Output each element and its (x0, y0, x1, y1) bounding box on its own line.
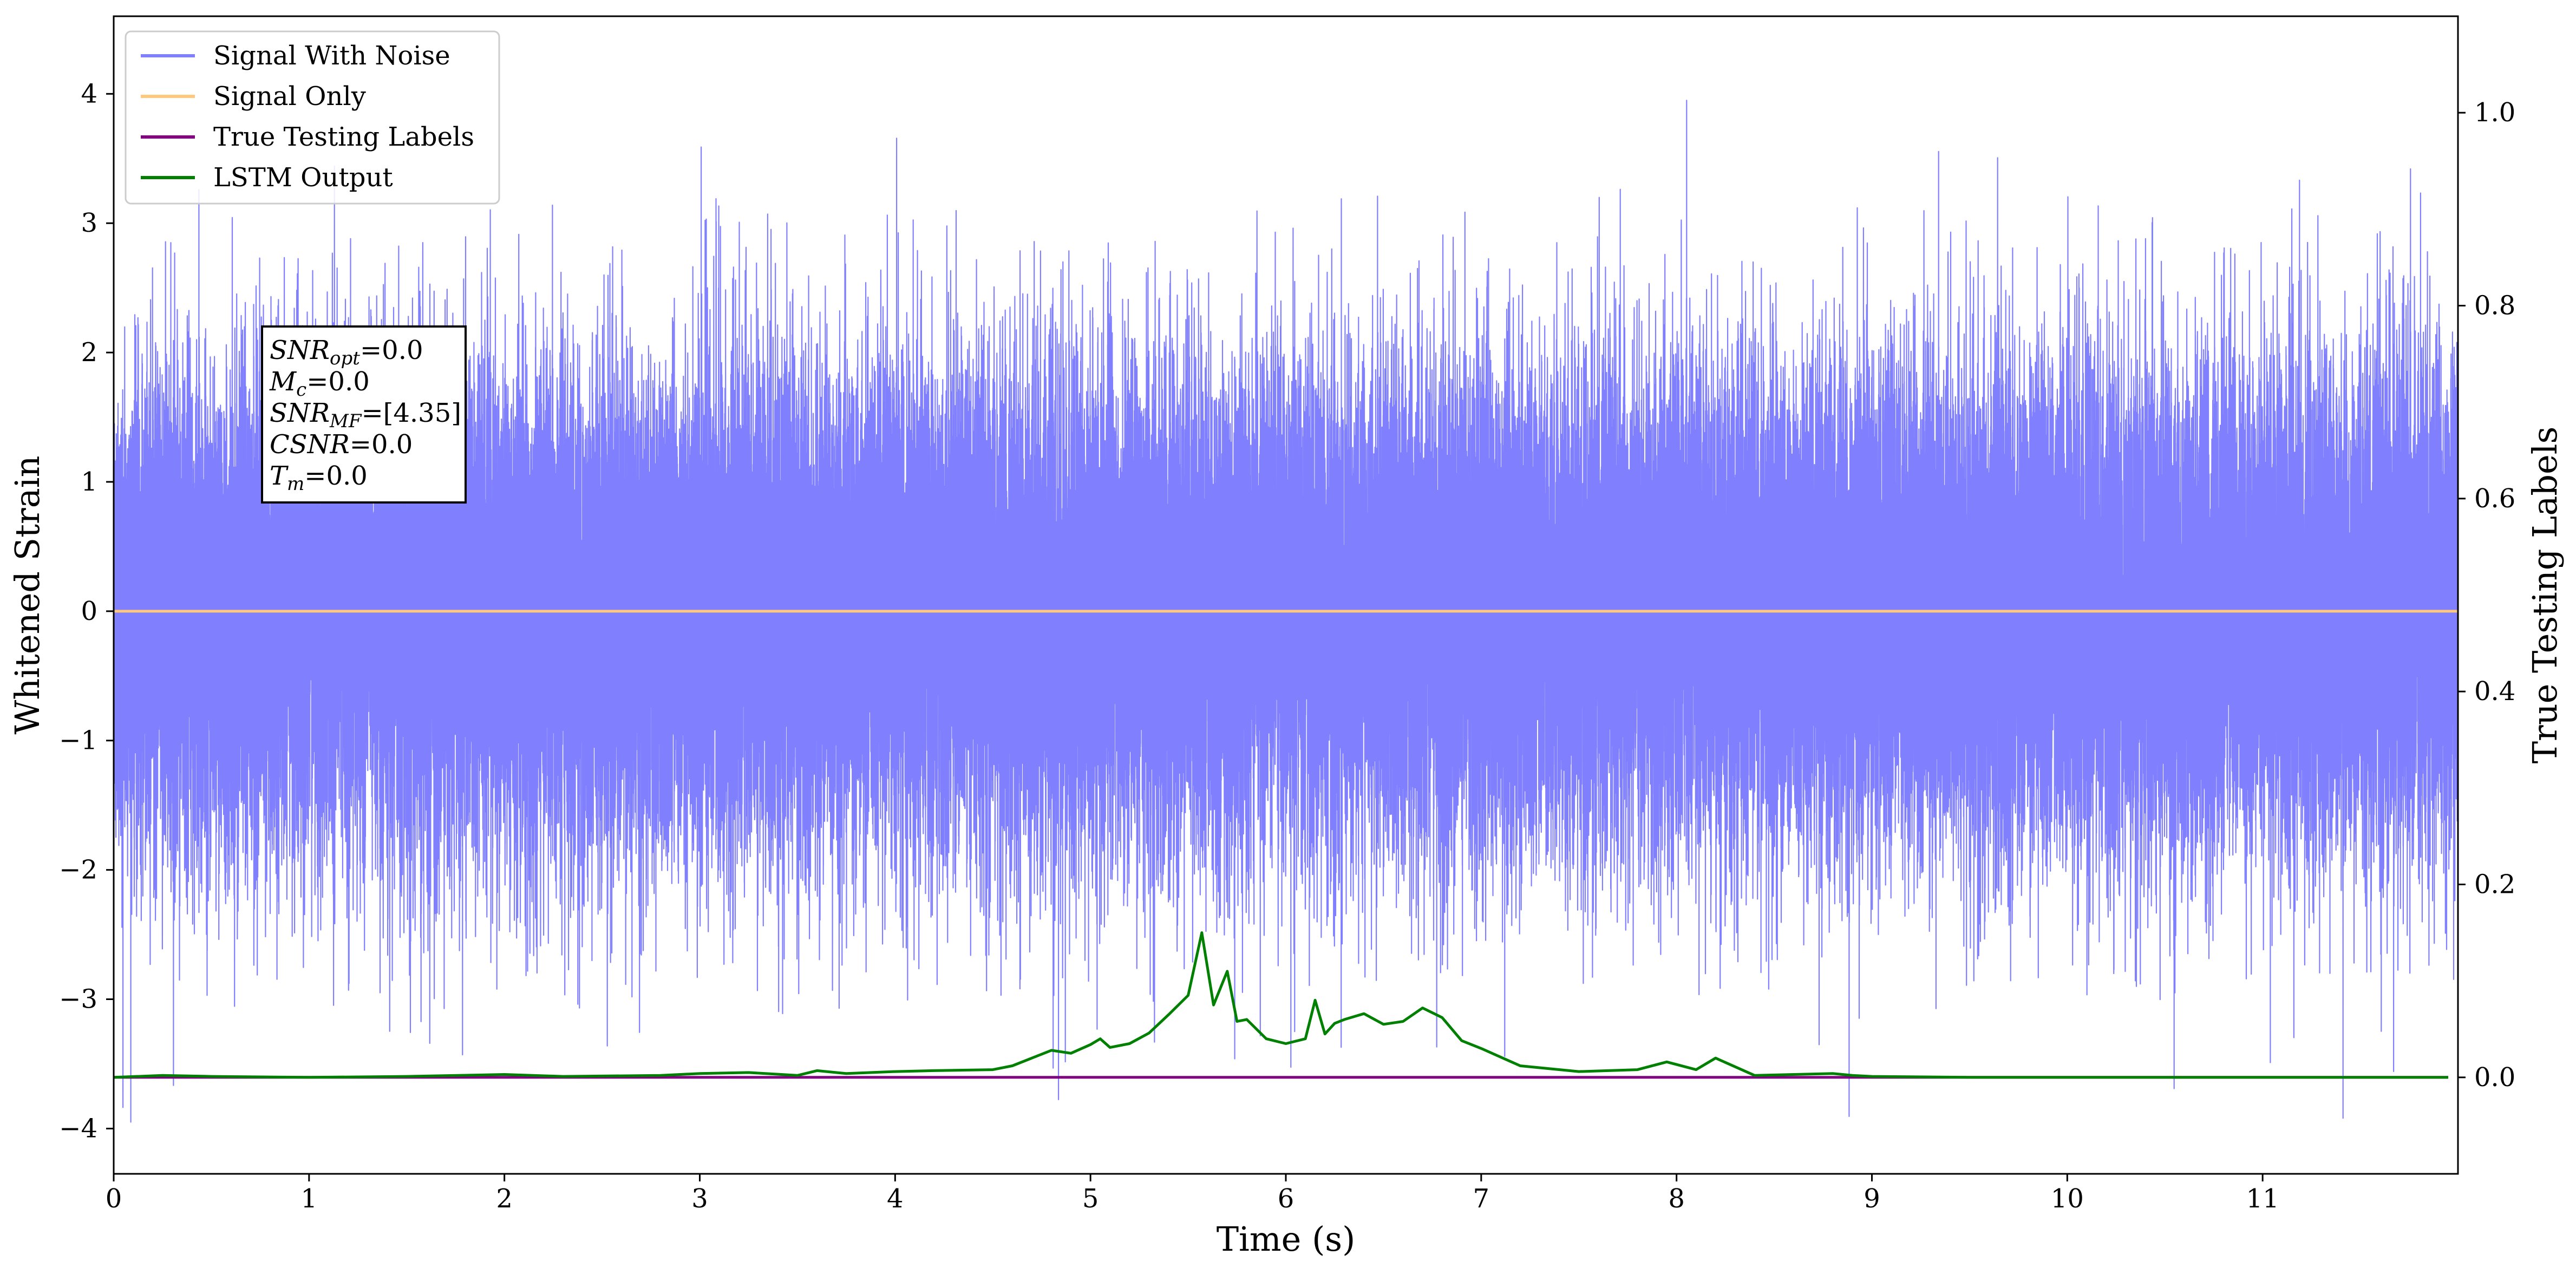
annotation-symbol: SNR (270, 398, 330, 428)
annotation-value: =0.0 (350, 429, 413, 460)
annotation-subscript: c (296, 379, 306, 401)
y-tick-label: 4 (81, 79, 97, 109)
series-line-lstm-output (114, 931, 2448, 1079)
annotation-subscript: MF (329, 410, 362, 432)
legend: Signal With Noise Signal Only True Testing… (125, 30, 500, 205)
annotation-line: Tm=0.0 (270, 461, 368, 495)
legend-label: Signal Only (213, 81, 366, 112)
annotation-line: SNRMF=[4.35] (270, 398, 461, 432)
series-line-signal-with-noise (114, 100, 2458, 1123)
x-tick-label: 11 (2246, 1184, 2279, 1214)
x-tick-label: 1 (301, 1184, 318, 1214)
x-tick-label: 0 (106, 1184, 122, 1214)
annotation-line: CSNR=0.0 (270, 429, 413, 460)
annotation-line: SNRopt=0.0 (270, 335, 423, 369)
y-tick-label: 3 (81, 208, 97, 238)
x-tick-label: 7 (1473, 1184, 1490, 1214)
y-tick-label: 2 (81, 337, 97, 368)
y2-tick-label: 0.4 (2474, 676, 2515, 707)
x-tick-label: 10 (2051, 1184, 2084, 1214)
y-tick-label: 0 (81, 596, 97, 626)
y2-tick-label: 1.0 (2474, 97, 2515, 128)
annotation-symbol: T (270, 461, 289, 491)
y-tick-label: −2 (59, 855, 97, 885)
x-tick-label: 3 (691, 1184, 708, 1214)
x-tick-label: 6 (1278, 1184, 1294, 1214)
y2-tick-label: 0.6 (2474, 484, 2515, 514)
y-tick-label: −4 (59, 1113, 97, 1144)
annotation-line: Mc=0.0 (269, 367, 370, 401)
y-tick-label: 1 (81, 467, 97, 497)
legend-box (125, 30, 500, 205)
x-axis-label: Time (s) (1217, 1219, 1356, 1259)
y2-tick-label: 0.0 (2474, 1062, 2515, 1093)
series-layer (114, 100, 2458, 1123)
legend-label: True Testing Labels (213, 122, 474, 152)
legend-label: Signal With Noise (213, 41, 450, 71)
annotation-symbol: SNR (270, 335, 330, 365)
annotation-frame (261, 325, 467, 504)
x-tick-label: 4 (887, 1184, 904, 1214)
x-tick-label: 5 (1082, 1184, 1099, 1214)
axes-layer: 0 1 2 3 4 5 6 7 8 9 10 11 −4 −3 −2 −1 0 1 2 3 4 0.0 0.2 0.4 0.6 0… (8, 15, 2565, 1259)
annotation-value: =0.0 (306, 367, 370, 397)
y-tick-label: −1 (59, 726, 97, 756)
y2-tick-label: 0.8 (2474, 291, 2515, 321)
plot-area (114, 100, 2458, 1123)
y-axis-label: Whitened Strain (8, 456, 47, 735)
y-tick-label: −3 (59, 984, 97, 1015)
annotation-symbol: CSNR (270, 429, 350, 460)
x-tick-label: 2 (496, 1184, 513, 1214)
annotation-value: =[4.35] (361, 398, 461, 428)
annotation-subscript: m (287, 473, 304, 495)
x-tick-label: 8 (1668, 1184, 1685, 1214)
annotation-value: =0.0 (360, 335, 423, 365)
y2-axis-label: True Testing Labels (2525, 427, 2565, 764)
annotation-symbol: M (269, 367, 297, 397)
annotation-box: SNRopt=0.0Mc=0.0SNRMF=[4.35]CSNR=0.0Tm=0… (261, 325, 467, 504)
annotation-subscript: opt (330, 348, 360, 369)
annotation-value: =0.0 (304, 461, 368, 491)
x-tick-label: 9 (1864, 1184, 1880, 1214)
y2-tick-label: 0.2 (2474, 870, 2515, 900)
legend-label: LSTM Output (213, 162, 393, 193)
